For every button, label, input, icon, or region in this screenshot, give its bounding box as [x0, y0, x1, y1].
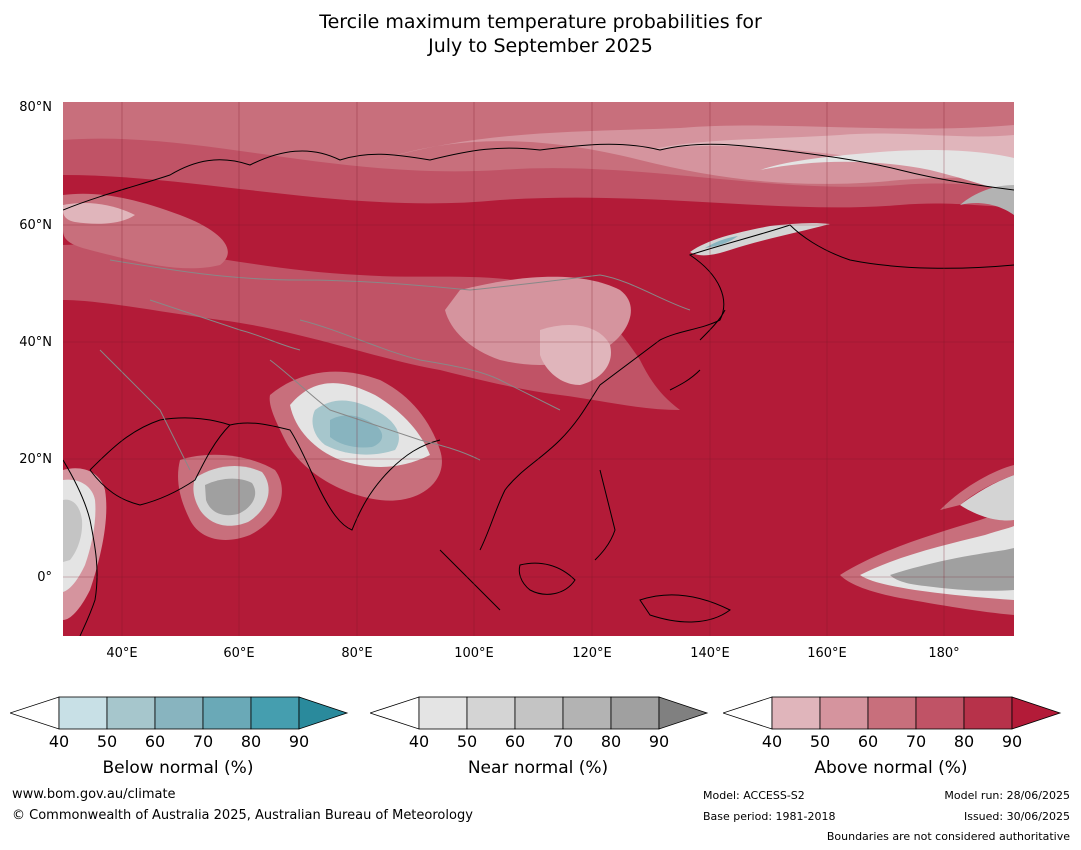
shade-40-china [540, 325, 611, 385]
above-extend-low [723, 696, 773, 730]
lat-label-80n: 80°N [19, 100, 52, 115]
coastline-india [229, 422, 441, 531]
model-name: Model: ACCESS-S2 [703, 789, 805, 802]
above-bin-70-80 [915, 696, 965, 730]
title-line-2: July to September 2025 [428, 35, 653, 57]
border-china-west [299, 319, 561, 411]
graticule [63, 102, 1014, 636]
lat-label-0: 0° [37, 570, 52, 585]
near-bin-50-60 [466, 696, 516, 730]
coastline-africa [63, 459, 98, 636]
above-bin-40-50 [771, 696, 821, 730]
near-normal-africa-core [63, 499, 83, 562]
near-bin-80-90 [610, 696, 660, 730]
above-bin-50-60 [819, 696, 869, 730]
copyright-text: © Commonwealth of Australia 2025, Austra… [12, 808, 473, 823]
lon-label-120e: 120°E [572, 646, 612, 661]
lon-label-60e: 60°E [223, 646, 255, 661]
below-tick-50: 50 [96, 732, 118, 751]
border-south-asia [269, 359, 481, 461]
above-tick-40: 40 [761, 732, 783, 751]
coastline-new-guinea [639, 594, 731, 623]
coastline-arctic [63, 143, 1014, 211]
below-bin-60-70 [154, 696, 204, 730]
colorbar-below-normal [10, 696, 349, 730]
lon-label-140e: 140°E [690, 646, 730, 661]
lon-label-100e: 100°E [454, 646, 494, 661]
above-normal-label: Above normal (%) [814, 758, 968, 778]
base-period: Base period: 1981-2018 [703, 810, 836, 823]
near-normal-east-siberia [760, 150, 1014, 195]
forecast-map [63, 102, 1014, 636]
lon-label-80e: 80°E [341, 646, 373, 661]
near-normal-chukotka [960, 185, 1014, 215]
model-run-date: Model run: 28/06/2025 [944, 789, 1070, 802]
above-tick-70: 70 [905, 732, 927, 751]
country-borders [99, 259, 691, 471]
lat-label-20n: 20°N [19, 452, 52, 467]
below-tick-40: 40 [48, 732, 70, 751]
above-bin-80-90 [963, 696, 1013, 730]
near-tick-60: 60 [504, 732, 526, 751]
border-middle-east [99, 349, 191, 471]
issued-date: Issued: 30/06/2025 [963, 810, 1070, 823]
border-russia-south [109, 259, 691, 311]
below-bin-40-50 [58, 696, 108, 730]
below-tick-80: 80 [240, 732, 262, 751]
colorbar-above-normal [723, 696, 1062, 730]
chart-title: Tercile maximum temperature probabilitie… [0, 10, 1081, 58]
shade-60-pacific-north [940, 465, 1014, 510]
coastline-philippines [594, 469, 616, 561]
near-bin-40-50 [418, 696, 468, 730]
lon-label-40e: 40°E [106, 646, 138, 661]
below-bin-50-60 [106, 696, 156, 730]
below-tick-90: 90 [288, 732, 310, 751]
near-bin-70-80 [562, 696, 612, 730]
above-tick-50: 50 [809, 732, 831, 751]
border-central-asia [149, 299, 301, 351]
below-tick-70: 70 [192, 732, 214, 751]
below-normal-okhotsk [705, 236, 738, 248]
above-extend-high [1011, 696, 1062, 730]
coastline-sumatra [439, 549, 501, 611]
near-tick-70: 70 [552, 732, 574, 751]
coastline-arabia [89, 417, 231, 506]
near-extend-low [370, 696, 420, 730]
near-normal-okhotsk [690, 223, 830, 256]
near-normal-pacific-north [960, 475, 1014, 521]
boundaries-disclaimer: Boundaries are not considered authoritat… [826, 830, 1070, 843]
near-tick-50: 50 [456, 732, 478, 751]
above-bin-60-70 [867, 696, 917, 730]
colorbar-near-normal [370, 696, 709, 730]
below-bin-70-80 [202, 696, 252, 730]
lat-label-40n: 40°N [19, 335, 52, 350]
above-tick-60: 60 [857, 732, 879, 751]
near-bin-60-70 [514, 696, 564, 730]
near-tick-90: 90 [648, 732, 670, 751]
near-tick-80: 80 [600, 732, 622, 751]
near-normal-label: Near normal (%) [467, 758, 609, 778]
shade-40-west [63, 203, 135, 224]
above-tick-90: 90 [1001, 732, 1023, 751]
website-link[interactable]: www.bom.gov.au/climate [12, 787, 176, 802]
near-normal-pacific-south-core [890, 548, 1014, 591]
above-tick-80: 80 [953, 732, 975, 751]
probability-shading [63, 102, 1014, 620]
below-bin-80-90 [250, 696, 300, 730]
lon-label-160e: 160°E [807, 646, 847, 661]
lat-label-60n: 60°N [19, 218, 52, 233]
below-normal-label: Below normal (%) [102, 758, 254, 778]
title-line-1: Tercile maximum temperature probabilitie… [319, 11, 762, 33]
below-tick-60: 60 [144, 732, 166, 751]
below-extend-high [298, 696, 349, 730]
near-extend-high [658, 696, 709, 730]
coastline-japan [669, 309, 726, 391]
below-extend-low [10, 696, 60, 730]
near-normal-arabian-sea-core [205, 478, 256, 516]
lon-label-180: 180° [928, 646, 960, 661]
near-tick-40: 40 [408, 732, 430, 751]
